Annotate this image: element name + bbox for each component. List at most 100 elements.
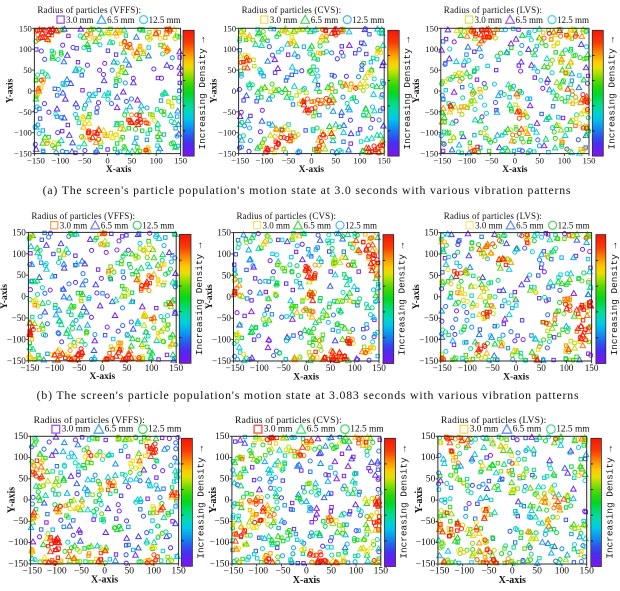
- svg-text:−150: −150: [420, 149, 439, 159]
- svg-text:Increasing Density →: Increasing Density →: [609, 242, 620, 355]
- svg-text:3.0 mm: 3.0 mm: [475, 221, 503, 231]
- svg-text:−50: −50: [276, 363, 291, 373]
- svg-text:−100: −100: [416, 537, 436, 548]
- svg-text:12.5 mm: 12.5 mm: [557, 15, 589, 25]
- svg-text:0: 0: [514, 363, 519, 373]
- svg-text:6.5 mm: 6.5 mm: [107, 15, 135, 25]
- svg-text:100: 100: [425, 44, 439, 54]
- svg-text:−150: −150: [27, 156, 46, 166]
- svg-text:−100: −100: [45, 363, 64, 373]
- svg-text:50: 50: [430, 65, 439, 75]
- svg-text:150: 150: [580, 566, 595, 577]
- svg-text:6.5 mm: 6.5 mm: [516, 15, 544, 25]
- svg-text:−150: −150: [433, 363, 452, 373]
- svg-text:Increasing Density →: Increasing Density →: [197, 37, 208, 150]
- svg-text:100: 100: [19, 44, 33, 54]
- svg-text:Increasing Density →: Increasing Density →: [604, 446, 615, 559]
- svg-text:−100: −100: [458, 363, 477, 373]
- svg-text:12.5 mm: 12.5 mm: [556, 425, 590, 435]
- svg-text:−50: −50: [12, 313, 27, 323]
- svg-text:0: 0: [102, 565, 107, 576]
- svg-text:150: 150: [378, 156, 392, 166]
- svg-text:50: 50: [535, 156, 544, 166]
- svg-text:−100: −100: [47, 565, 67, 576]
- svg-text:0: 0: [28, 86, 33, 96]
- svg-text:−50: −50: [485, 363, 500, 373]
- svg-text:−100: −100: [218, 128, 237, 138]
- svg-text:Radius of particles (LVS):: Radius of particles (LVS):: [444, 5, 542, 15]
- svg-text:100: 100: [349, 566, 364, 577]
- svg-text:100: 100: [215, 452, 230, 463]
- svg-text:12.5 mm: 12.5 mm: [350, 425, 384, 435]
- svg-text:150: 150: [582, 156, 596, 166]
- svg-text:0: 0: [304, 363, 309, 373]
- svg-text:3.0 mm: 3.0 mm: [66, 15, 94, 25]
- svg-text:−50: −50: [425, 107, 439, 117]
- svg-text:−50: −50: [282, 156, 296, 166]
- svg-text:Radius of particles (VFFS):: Radius of particles (VFFS):: [37, 5, 141, 15]
- svg-text:−100: −100: [7, 334, 26, 344]
- svg-text:−50: −50: [485, 156, 499, 166]
- svg-text:3.0 mm: 3.0 mm: [470, 425, 499, 435]
- svg-text:X-axis: X-axis: [502, 165, 528, 175]
- svg-text:0: 0: [21, 292, 26, 302]
- svg-text:−150: −150: [433, 156, 452, 166]
- svg-text:−50: −50: [13, 516, 28, 527]
- svg-text:6.5 mm: 6.5 mm: [513, 425, 542, 435]
- svg-text:0: 0: [225, 495, 230, 506]
- svg-text:0: 0: [304, 566, 309, 577]
- svg-text:3.0 mm: 3.0 mm: [263, 221, 291, 231]
- svg-text:150: 150: [223, 23, 237, 33]
- svg-text:Y-axis: Y-axis: [414, 487, 425, 513]
- svg-text:−100: −100: [212, 335, 231, 345]
- svg-text:100: 100: [348, 363, 362, 373]
- svg-text:−150: −150: [20, 363, 39, 373]
- svg-text:100: 100: [353, 156, 367, 166]
- svg-text:Y-axis: Y-axis: [210, 78, 220, 103]
- svg-text:100: 100: [147, 565, 162, 576]
- svg-text:0: 0: [232, 86, 237, 96]
- svg-text:−100: −100: [248, 566, 268, 577]
- svg-text:3.0 mm: 3.0 mm: [62, 425, 91, 435]
- svg-text:−50: −50: [481, 566, 496, 577]
- svg-text:−50: −50: [214, 516, 229, 527]
- svg-text:150: 150: [421, 431, 436, 442]
- svg-text:Y-axis: Y-axis: [208, 487, 219, 513]
- svg-text:−150: −150: [212, 356, 231, 366]
- svg-text:−150: −150: [210, 559, 230, 570]
- svg-text:Increasing Density →: Increasing Density →: [397, 242, 408, 355]
- svg-text:100: 100: [421, 452, 436, 463]
- svg-text:−100: −100: [419, 335, 438, 345]
- svg-text:0: 0: [105, 156, 110, 166]
- svg-text:−50: −50: [275, 566, 290, 577]
- svg-text:50: 50: [426, 473, 436, 484]
- svg-text:0: 0: [431, 495, 436, 506]
- svg-text:−150: −150: [429, 566, 449, 577]
- svg-text:50: 50: [537, 363, 547, 373]
- svg-text:100: 100: [558, 156, 572, 166]
- svg-text:−150: −150: [226, 363, 245, 373]
- svg-text:3.0 mm: 3.0 mm: [270, 15, 298, 25]
- svg-text:Radius of particles (CVS):: Radius of particles (CVS):: [237, 211, 337, 221]
- svg-text:Radius of particles (CVS):: Radius of particles (CVS):: [242, 5, 342, 15]
- svg-text:−150: −150: [7, 356, 26, 366]
- svg-text:−50: −50: [18, 107, 32, 117]
- svg-text:Radius of particles (LVS):: Radius of particles (LVS):: [441, 415, 547, 426]
- svg-text:Increasing Density →: Increasing Density →: [399, 446, 410, 559]
- svg-text:6.5 mm: 6.5 mm: [105, 425, 134, 435]
- svg-text:−50: −50: [424, 313, 439, 323]
- svg-text:(b) The screen's particle popu: (b) The screen's particle population's m…: [37, 388, 580, 402]
- svg-text:−150: −150: [231, 156, 250, 166]
- svg-text:X-axis: X-axis: [499, 575, 526, 586]
- svg-text:100: 100: [14, 452, 29, 463]
- svg-text:150: 150: [19, 23, 33, 33]
- svg-text:150: 150: [372, 363, 386, 373]
- svg-text:50: 50: [19, 473, 29, 484]
- svg-text:3.0 mm: 3.0 mm: [264, 425, 293, 435]
- svg-text:Increasing Density →: Increasing Density →: [606, 37, 617, 150]
- svg-text:0: 0: [309, 156, 314, 166]
- svg-text:150: 150: [171, 565, 186, 576]
- svg-text:150: 150: [585, 363, 599, 373]
- svg-text:100: 100: [150, 156, 164, 166]
- svg-text:−100: −100: [8, 537, 28, 548]
